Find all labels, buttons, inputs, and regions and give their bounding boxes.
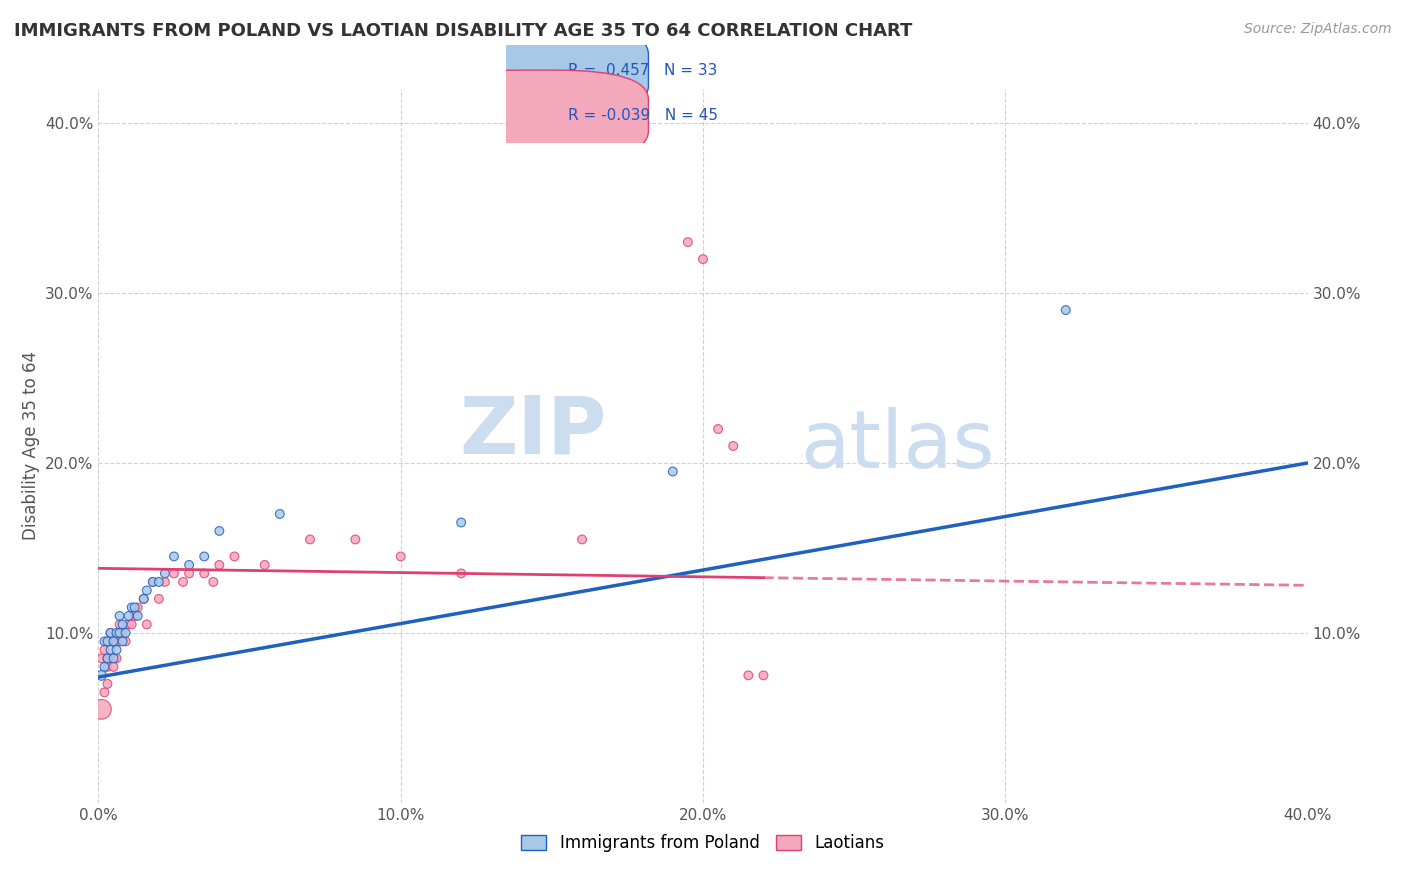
Point xyxy=(127,608,149,623)
Point xyxy=(142,574,165,589)
Point xyxy=(108,634,131,648)
Point xyxy=(737,668,759,682)
Point xyxy=(105,651,128,665)
Point xyxy=(163,549,186,564)
Point xyxy=(100,651,122,665)
Point xyxy=(96,660,118,674)
Point xyxy=(179,566,201,581)
Point xyxy=(100,643,122,657)
Point xyxy=(153,566,176,581)
Point xyxy=(103,634,125,648)
Text: R =  0.457   N = 33: R = 0.457 N = 33 xyxy=(568,62,717,78)
Point xyxy=(692,252,714,266)
Point xyxy=(132,591,155,606)
FancyBboxPatch shape xyxy=(426,70,648,161)
Point xyxy=(193,566,215,581)
Point xyxy=(103,660,125,674)
Point xyxy=(571,533,593,547)
Point xyxy=(96,651,118,665)
Text: atlas: atlas xyxy=(800,407,994,485)
Point xyxy=(676,235,699,249)
Point xyxy=(208,524,231,538)
Point xyxy=(723,439,745,453)
Point xyxy=(118,608,141,623)
Point xyxy=(124,600,146,615)
Point xyxy=(93,685,115,699)
Point xyxy=(108,608,131,623)
Point xyxy=(105,626,128,640)
Point xyxy=(111,617,134,632)
Point xyxy=(100,626,122,640)
Point xyxy=(90,651,112,665)
Point xyxy=(127,600,149,615)
Point xyxy=(135,583,157,598)
Point xyxy=(108,626,131,640)
Point xyxy=(1054,303,1077,318)
Point xyxy=(153,574,176,589)
Point xyxy=(103,634,125,648)
Point xyxy=(103,651,125,665)
Point xyxy=(163,566,186,581)
Text: IMMIGRANTS FROM POLAND VS LAOTIAN DISABILITY AGE 35 TO 64 CORRELATION CHART: IMMIGRANTS FROM POLAND VS LAOTIAN DISABI… xyxy=(14,22,912,40)
Point xyxy=(114,626,136,640)
Point xyxy=(96,677,118,691)
Point xyxy=(124,608,146,623)
Point xyxy=(179,558,201,572)
Point xyxy=(93,660,115,674)
Point xyxy=(450,566,472,581)
Point xyxy=(142,574,165,589)
Point xyxy=(344,533,367,547)
Point xyxy=(105,643,128,657)
Point xyxy=(172,574,194,589)
Point xyxy=(224,549,246,564)
Legend: Immigrants from Poland, Laotians: Immigrants from Poland, Laotians xyxy=(515,828,891,859)
Point xyxy=(90,668,112,682)
Point xyxy=(135,617,157,632)
Point xyxy=(90,702,112,716)
Point xyxy=(752,668,775,682)
Point xyxy=(114,634,136,648)
Point xyxy=(93,634,115,648)
Point xyxy=(111,634,134,648)
Point xyxy=(93,643,115,657)
Point xyxy=(96,651,118,665)
Y-axis label: Disability Age 35 to 64: Disability Age 35 to 64 xyxy=(21,351,39,541)
Point xyxy=(661,465,683,479)
Text: Source: ZipAtlas.com: Source: ZipAtlas.com xyxy=(1244,22,1392,37)
Point xyxy=(111,626,134,640)
Point xyxy=(450,516,472,530)
Point xyxy=(269,507,291,521)
Point xyxy=(148,574,170,589)
Point xyxy=(105,634,128,648)
Point xyxy=(96,634,118,648)
Point xyxy=(100,626,122,640)
Point xyxy=(148,591,170,606)
FancyBboxPatch shape xyxy=(426,25,648,115)
Point xyxy=(132,591,155,606)
Point xyxy=(121,600,143,615)
Point xyxy=(121,617,143,632)
Point xyxy=(208,558,231,572)
Point xyxy=(202,574,225,589)
Point xyxy=(193,549,215,564)
Point xyxy=(389,549,412,564)
Point xyxy=(707,422,730,436)
Point xyxy=(253,558,276,572)
Text: ZIP: ZIP xyxy=(458,392,606,471)
Point xyxy=(299,533,322,547)
Text: R = -0.039   N = 45: R = -0.039 N = 45 xyxy=(568,108,718,123)
Point xyxy=(108,617,131,632)
Point xyxy=(118,617,141,632)
